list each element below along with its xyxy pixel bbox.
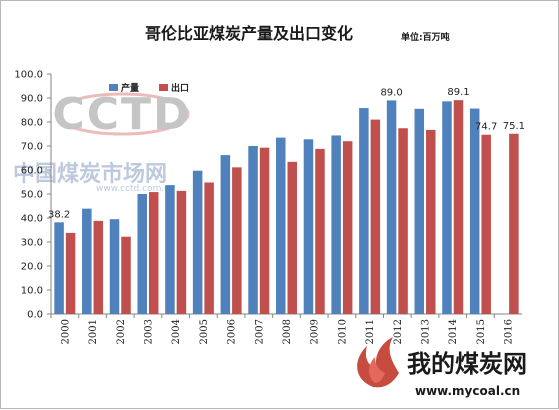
- x-tick-label: 2008: [282, 319, 293, 344]
- export-bar-2001: [93, 220, 104, 314]
- y-tick-label: 30.0: [21, 238, 43, 249]
- legend-label-export: 出口: [171, 82, 189, 94]
- y-tick-label: 20.0: [21, 262, 43, 273]
- production-bar-2001: [82, 208, 92, 314]
- production-bar-2010: [331, 135, 341, 314]
- production-bar-2012: [386, 100, 397, 315]
- legend-swatch-export: [159, 84, 168, 91]
- export-bar-2005: [204, 182, 214, 314]
- x-tick-label: 2000: [60, 319, 71, 344]
- y-tick-label: 80.0: [21, 118, 43, 129]
- data-label: 89.0: [380, 87, 402, 98]
- export-bar-2010: [342, 141, 353, 314]
- mycoal-watermark: 我的煤炭网 www.mycoal.cn: [357, 337, 527, 398]
- mycoal-url-text: www.mycoal.cn: [415, 384, 520, 398]
- export-bar-2007: [259, 147, 270, 314]
- y-tick-label: 10.0: [21, 286, 43, 297]
- x-tick-label: 2015: [476, 319, 487, 344]
- production-bar-2015: [469, 108, 480, 314]
- production-bar-2005: [192, 170, 203, 314]
- x-tick-label: 2012: [393, 319, 404, 344]
- chart-title: 哥伦比亚煤炭产量及出口变化: [145, 24, 353, 43]
- data-label-group: 38.2 89.0 89.1 74.7 75.1: [48, 87, 525, 220]
- mycoal-cn-text: 我的煤炭网: [407, 350, 527, 378]
- production-bar-2004: [165, 185, 175, 314]
- y-tick-label: 0.0: [27, 310, 43, 321]
- cctd-logo-text: CCTD: [52, 89, 191, 140]
- export-bar-2008: [287, 161, 297, 314]
- export-bar-2011: [370, 119, 381, 314]
- export-bar-2009: [315, 148, 325, 314]
- x-tick-label: 2006: [227, 319, 238, 344]
- x-tick-label: 2001: [88, 319, 99, 344]
- x-tick-label: 2016: [504, 319, 515, 344]
- legend: 产量 出口: [109, 82, 189, 94]
- production-bar-2006: [220, 155, 231, 314]
- y-tick-label: 90.0: [21, 94, 43, 105]
- data-label: 75.1: [503, 121, 525, 132]
- legend-swatch-production: [109, 84, 118, 91]
- production-bar-2002: [109, 219, 120, 314]
- x-tick-label: 2003: [143, 319, 154, 344]
- x-tick-label: 2004: [171, 319, 182, 344]
- data-label: 38.2: [48, 209, 70, 220]
- y-tick-label: 50.0: [21, 190, 43, 201]
- y-tick-group: 0.0 10.0 20.0 30.0 40.0 50.0 60.0 70.0 80.0 90.0 1…: [14, 70, 51, 321]
- production-bar-2008: [276, 137, 286, 314]
- data-label: 74.7: [475, 122, 497, 133]
- cctd-logo-ring: [54, 92, 190, 136]
- y-tick-label: 100.0: [14, 70, 43, 81]
- production-bar-2000: [54, 222, 64, 314]
- export-bar-2013: [426, 129, 436, 314]
- x-tick-label: 2002: [116, 319, 127, 344]
- y-tick-label: 60.0: [21, 166, 43, 177]
- x-tick-label: 2005: [199, 319, 210, 344]
- export-bar-2015: [481, 134, 491, 314]
- production-bar-2003: [137, 194, 147, 314]
- production-bar-2009: [303, 139, 314, 314]
- x-tick-label: 2014: [448, 319, 459, 344]
- export-bar-2006: [232, 167, 242, 314]
- production-bar-2007: [248, 146, 258, 314]
- export-bar-2014: [453, 100, 464, 314]
- x-tick-label: 2013: [421, 319, 432, 344]
- export-bar-2004: [176, 190, 187, 314]
- legend-label-production: 产量: [121, 82, 139, 94]
- unit-label: 单位:百万吨: [401, 31, 450, 43]
- flame-icon: [357, 337, 399, 388]
- production-bar-2013: [414, 108, 425, 314]
- x-tick-label: 2009: [310, 319, 321, 344]
- x-tick-label: 2007: [254, 319, 265, 344]
- y-tick-label: 70.0: [21, 142, 43, 153]
- y-tick-label: 40.0: [21, 214, 43, 225]
- x-tick-label: 2010: [337, 319, 348, 344]
- export-bar-2000: [65, 232, 76, 314]
- cctd-watermark: CCTD 中国煤炭市场网 www.cctd.com.cn: [13, 89, 191, 194]
- bar-group: [54, 100, 519, 315]
- production-bar-2014: [442, 101, 452, 314]
- data-label: 89.1: [447, 87, 469, 98]
- cctd-url-text: www.cctd.com.cn: [96, 184, 175, 194]
- export-bar-2012: [398, 128, 408, 314]
- x-tick-label: 2011: [365, 319, 376, 344]
- export-bar-2016: [509, 133, 519, 314]
- x-tick-group: 2000 2001 2002 2003 2004 2005 2006 2007 2008 2009…: [50, 314, 515, 344]
- cctd-cn-text: 中国煤炭市场网: [13, 161, 167, 187]
- production-bar-2011: [359, 108, 369, 314]
- export-bar-2003: [148, 192, 159, 314]
- export-bar-2002: [121, 236, 131, 314]
